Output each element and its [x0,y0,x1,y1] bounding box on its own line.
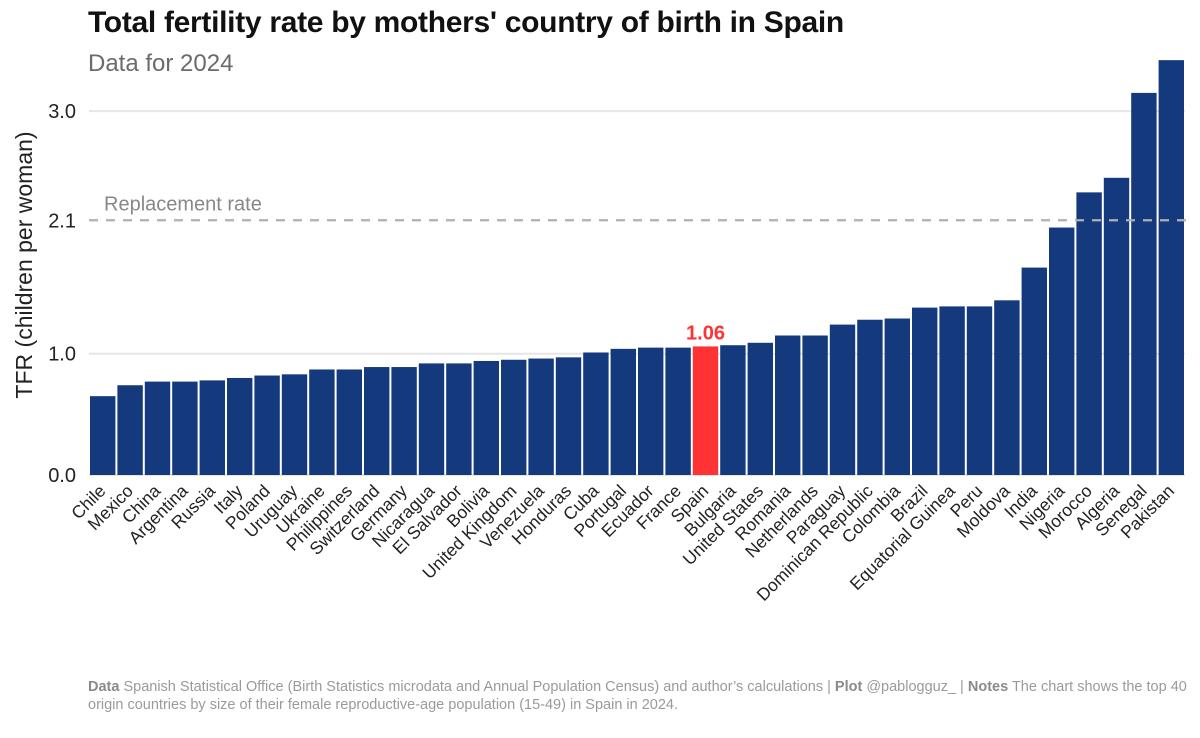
bar-united-kingdom [501,359,527,475]
replacement-rate-label: Replacement rate [104,193,262,215]
y-tick-label: 1.0 [48,344,76,366]
bar-senegal [1131,92,1157,475]
bar-chile [90,396,116,475]
bar-equatorial-guinea [939,306,965,475]
bar-philippines [336,369,362,475]
caption-data-label: Data [88,679,120,695]
bar-nigeria [1049,227,1075,475]
caption-notes-text: The chart shows the top 40 origin countr… [88,679,1187,713]
bar-bulgaria [720,345,746,475]
bar-poland [254,375,280,475]
bar-el-salvador [446,363,472,475]
y-tick-label: 0.0 [48,465,76,487]
bar-moldova [994,300,1020,475]
bar-nicaragua [418,363,445,475]
caption: Data Spanish Statistical Office (Birth S… [88,678,1188,714]
bar-spain [692,346,719,475]
bar-bolivia [473,360,499,475]
bar-mexico [117,385,143,475]
bar-france [665,347,691,475]
bar-pakistan [1158,60,1184,476]
caption-data-text: Spanish Statistical Office (Birth Statis… [123,679,831,695]
highlight-data-label: 1.06 [686,322,725,344]
bar-peru [966,306,993,475]
bar-ecuador [638,347,664,475]
bar-colombia [884,318,910,475]
caption-notes-label: Notes [967,679,1009,695]
bar-italy [227,377,253,475]
y-tick-label: 3.0 [48,101,76,123]
y-tick-label: 2.1 [48,210,76,232]
bar-russia [199,380,225,475]
caption-plot-label: Plot [834,679,863,695]
chart-subtitle: Data for 2024 [88,50,234,77]
chart-title: Total fertility rate by mothers' country… [88,6,844,39]
bar-germany [391,367,417,475]
caption-plot-text: @pablogguz_ | [866,679,964,695]
bar-morocco [1076,192,1102,475]
bar-netherlands [802,335,828,475]
bar-algeria [1103,177,1130,475]
bar-brazil [912,307,938,475]
bar-united-states [747,342,773,475]
bar-paraguay [829,324,856,475]
bar-honduras [555,357,582,475]
bar-romania [775,335,801,475]
bar-dominican-republic [857,319,883,475]
bar-china [144,381,171,475]
bar-uruguay [281,374,308,475]
bar-argentina [172,381,198,475]
bar-ukraine [309,369,335,475]
y-axis-label: TFR (children per woman) [11,131,37,398]
bar-cuba [583,352,609,475]
bar-portugal [610,348,636,475]
bar-india [1021,267,1047,475]
bar-switzerland [364,367,390,475]
bar-venezuela [528,358,554,475]
